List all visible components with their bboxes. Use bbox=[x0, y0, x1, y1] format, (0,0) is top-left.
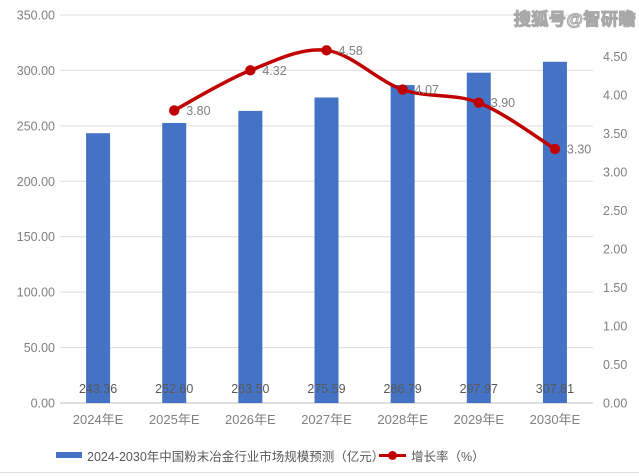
bottom-divider bbox=[0, 472, 639, 473]
legend-item-market-size: 2024-2030年中国粉末冶金行业市场规模预测（亿元） bbox=[56, 444, 384, 466]
line-marker bbox=[549, 143, 561, 155]
line-value-label: 4.07 bbox=[415, 83, 439, 97]
bar bbox=[238, 110, 263, 404]
y2-axis-tick-label: 2.50 bbox=[603, 204, 627, 218]
line-marker bbox=[397, 84, 408, 95]
bar-series-swatch bbox=[56, 452, 82, 458]
bar-value-label: 252.60 bbox=[155, 382, 193, 396]
x-axis-tick-label: 2024年E bbox=[73, 412, 124, 427]
y-axis-tick-label: 0.00 bbox=[31, 397, 55, 411]
y-axis-tick-label: 50.00 bbox=[24, 341, 55, 355]
x-axis-tick-label: 2027年E bbox=[301, 412, 352, 427]
bar-value-label: 297.97 bbox=[460, 382, 498, 396]
bar-value-label: 307.81 bbox=[536, 382, 574, 396]
x-axis-tick-label: 2025年E bbox=[149, 412, 200, 427]
y2-axis-tick-label: 4.50 bbox=[603, 50, 627, 64]
y2-axis-tick-label: 0.00 bbox=[603, 397, 627, 411]
bar bbox=[466, 72, 491, 404]
line-marker bbox=[245, 65, 256, 76]
line-value-label: 3.30 bbox=[567, 142, 591, 156]
y2-axis-tick-label: 0.50 bbox=[603, 358, 627, 372]
line-value-label: 3.90 bbox=[491, 96, 515, 110]
bar-value-label: 275.59 bbox=[307, 382, 345, 396]
y-axis-tick-label: 250.00 bbox=[17, 119, 55, 133]
legend-label-growth-rate: 增长率（%） bbox=[411, 449, 485, 464]
y2-axis-tick-label: 3.00 bbox=[603, 166, 627, 180]
line-marker bbox=[321, 45, 332, 56]
y2-axis-tick-label: 2.00 bbox=[603, 243, 627, 257]
bar-value-label: 243.36 bbox=[79, 382, 117, 396]
line-value-label: 4.58 bbox=[339, 44, 363, 58]
bar bbox=[162, 122, 187, 403]
bar-value-label: 286.79 bbox=[384, 382, 422, 396]
bar bbox=[86, 133, 111, 403]
legend: 2024-2030年中国粉末冶金行业市场规模预测（亿元） 增长率（%） bbox=[0, 444, 639, 466]
x-axis-tick-label: 2026年E bbox=[225, 412, 276, 427]
y2-axis-tick-label: 3.50 bbox=[603, 127, 627, 141]
bar bbox=[314, 97, 339, 403]
y-axis-tick-label: 100.00 bbox=[17, 286, 55, 300]
bar bbox=[390, 85, 415, 403]
line-marker bbox=[169, 105, 180, 116]
bar-value-label: 263.50 bbox=[231, 382, 269, 396]
y2-axis-tick-label: 1.50 bbox=[603, 281, 627, 295]
x-axis-tick-label: 2030年E bbox=[530, 412, 581, 427]
y2-axis-tick-label: 4.00 bbox=[603, 89, 627, 103]
legend-label-market-size: 2024-2030年中国粉末冶金行业市场规模预测（亿元） bbox=[87, 449, 385, 464]
y-axis-tick-label: 350.00 bbox=[17, 9, 55, 23]
line-value-label: 4.32 bbox=[262, 64, 286, 78]
line-value-label: 3.80 bbox=[186, 104, 210, 118]
line-swatch-marker-icon bbox=[388, 451, 397, 460]
x-axis-tick-label: 2029年E bbox=[453, 412, 504, 427]
line-marker bbox=[473, 97, 484, 108]
y-axis-tick-label: 200.00 bbox=[17, 175, 55, 189]
y2-axis-tick-label: 1.00 bbox=[603, 320, 627, 334]
growth-line bbox=[172, 48, 557, 151]
watermark: 搜狐号@智研瞻 bbox=[513, 10, 636, 30]
bar bbox=[542, 61, 567, 403]
x-axis-tick-label: 2028年E bbox=[377, 412, 428, 427]
y-axis-tick-label: 300.00 bbox=[17, 64, 55, 78]
line-series-swatch bbox=[379, 449, 406, 461]
legend-item-growth-rate: 增长率（%） bbox=[379, 444, 485, 466]
y-axis-tick-label: 150.00 bbox=[17, 230, 55, 244]
